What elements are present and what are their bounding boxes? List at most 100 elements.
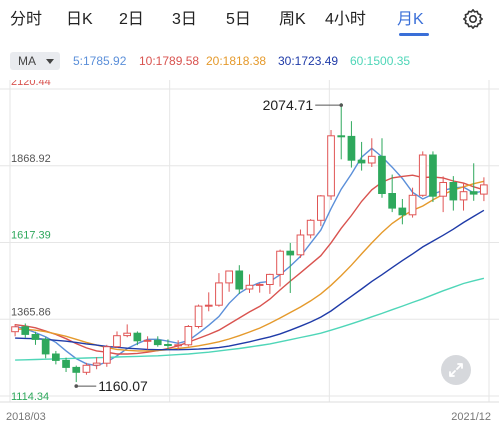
tab-3-day[interactable]: 3日: [172, 11, 197, 28]
candle-body: [398, 207, 407, 216]
candle: [52, 350, 60, 365]
y-tick-label: 1365.86: [11, 306, 51, 318]
candle-body: [82, 364, 91, 373]
candle-body: [429, 154, 437, 197]
candle-body: [52, 353, 60, 361]
candle: [245, 274, 254, 293]
candle: [123, 324, 132, 338]
ma5-value: 5:1785.92: [73, 54, 127, 68]
max-price-label: 2074.71: [263, 97, 314, 113]
candle: [367, 138, 376, 167]
tab-weekly-k[interactable]: 周K: [279, 11, 306, 28]
ma30-line: [15, 209, 485, 351]
candle-body: [418, 154, 427, 196]
candle: [184, 325, 193, 347]
candle-body: [204, 304, 213, 307]
tab-intraday[interactable]: 分时: [10, 11, 43, 28]
candle-body: [62, 359, 70, 368]
gear-icon[interactable]: [461, 7, 485, 31]
tab-daily-k[interactable]: 日K: [66, 11, 93, 28]
candle-body: [235, 270, 244, 290]
candle-body: [133, 332, 142, 342]
candle-body: [408, 194, 417, 216]
candle: [225, 270, 234, 292]
candle-body: [367, 155, 376, 164]
candle-body: [449, 182, 458, 201]
ma20-value: 20:1818.38: [206, 54, 267, 68]
ma30-value: 30:1723.49: [278, 54, 339, 68]
candle: [347, 121, 356, 168]
candle: [153, 336, 162, 347]
candle: [317, 195, 325, 227]
candles: [11, 103, 488, 383]
candle-body: [347, 135, 356, 161]
tab-2-day[interactable]: 2日: [119, 11, 144, 28]
candle-body: [357, 159, 366, 164]
x-start-label: 2018/03: [6, 411, 46, 423]
indicator-select[interactable]: MA: [10, 52, 60, 70]
candle-body: [143, 339, 152, 342]
ma60-value: 60:1500.35: [350, 54, 411, 68]
chart-grid: [0, 80, 499, 403]
candle-body: [194, 305, 203, 328]
candle-body: [286, 250, 295, 256]
candle: [398, 198, 407, 225]
candle: [113, 331, 121, 348]
candle: [82, 362, 91, 375]
candle: [143, 336, 152, 350]
candle-body: [327, 135, 335, 197]
candle-body: [164, 344, 172, 346]
candle-body: [317, 195, 325, 221]
candle-body: [255, 283, 264, 286]
candle-body: [21, 326, 30, 335]
candle: [266, 273, 274, 294]
candle: [296, 229, 305, 258]
tab-4-hour[interactable]: 4小时: [325, 11, 366, 28]
candle-body: [306, 219, 315, 236]
period-tab-bar: 分时 日K 2日 3日 5日 周K 4小时 月K: [0, 0, 499, 38]
y-tick-label: 2120.44: [11, 80, 51, 88]
candle: [21, 323, 30, 338]
candle: [92, 357, 101, 370]
candle-body: [184, 326, 193, 346]
candle: [204, 292, 213, 312]
tab-5-day[interactable]: 5日: [226, 11, 251, 28]
candle-body: [113, 335, 121, 348]
indicator-legend: MA 5:1785.92 10:1789.58 20:1818.38 30:17…: [0, 50, 499, 72]
candlestick-chart[interactable]: 2120.44 1868.92 1617.39 1365.86 1114.34 2074.…: [0, 80, 499, 438]
candle-body: [378, 155, 386, 195]
candle: [429, 151, 437, 203]
fullscreen-button[interactable]: [441, 355, 471, 385]
candle: [41, 337, 50, 359]
x-end-label: 2021/12: [451, 411, 491, 423]
candle-body: [103, 346, 111, 364]
candle-body: [296, 234, 305, 256]
candle: [357, 141, 366, 171]
candle: [255, 283, 264, 293]
candle: [194, 304, 203, 329]
candle-body: [41, 338, 50, 355]
ma5-line: [14, 147, 485, 367]
expand-icon: [449, 363, 463, 377]
candle: [133, 331, 142, 346]
candle: [469, 163, 478, 201]
candle: [459, 182, 468, 211]
ma60-line: [15, 277, 485, 361]
candle: [408, 187, 417, 218]
candle: [418, 151, 427, 197]
min-dot: [74, 384, 79, 388]
moving-average-lines: [14, 147, 485, 367]
candle: [103, 344, 111, 367]
candle-body: [123, 332, 132, 337]
max-dot: [339, 103, 344, 107]
candle: [215, 273, 223, 307]
y-tick-label: 1868.92: [11, 153, 51, 165]
y-tick-label: 1114.34: [11, 391, 49, 403]
tab-monthly-k[interactable]: 月K: [397, 11, 424, 28]
candle-body: [174, 344, 183, 347]
candle: [306, 219, 315, 239]
candle: [439, 176, 447, 213]
min-price-label: 1160.07: [98, 378, 148, 394]
ma10-value: 10:1789.58: [139, 54, 200, 68]
candle: [286, 242, 295, 293]
